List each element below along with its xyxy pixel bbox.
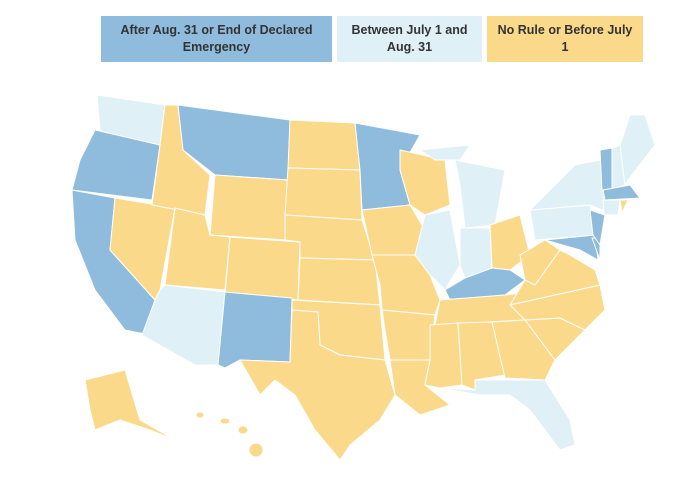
state <box>454 159 506 229</box>
state <box>602 184 641 201</box>
state <box>619 199 629 214</box>
state <box>284 167 363 221</box>
legend-item: Between July 1 and Aug. 31 <box>337 16 482 62</box>
state <box>491 319 556 381</box>
state <box>71 129 161 201</box>
legend-item: After Aug. 31 or End of Declared Emergen… <box>101 16 332 62</box>
state <box>439 379 576 451</box>
state <box>224 236 301 301</box>
state <box>529 204 596 241</box>
state <box>519 239 561 286</box>
state <box>381 309 436 361</box>
state <box>287 119 361 171</box>
legend-item: No Rule or Before July 1 <box>487 16 643 62</box>
state <box>239 309 396 461</box>
state <box>248 442 264 458</box>
state <box>209 174 289 241</box>
state <box>589 209 606 246</box>
state <box>237 425 249 435</box>
state <box>599 147 613 191</box>
state <box>84 369 176 441</box>
state <box>544 234 599 261</box>
state <box>602 199 621 216</box>
state <box>219 417 231 425</box>
state <box>297 257 381 306</box>
state <box>217 291 293 369</box>
state <box>419 144 471 161</box>
state <box>361 204 426 256</box>
state <box>619 114 656 186</box>
state <box>424 322 463 389</box>
state <box>195 411 205 419</box>
